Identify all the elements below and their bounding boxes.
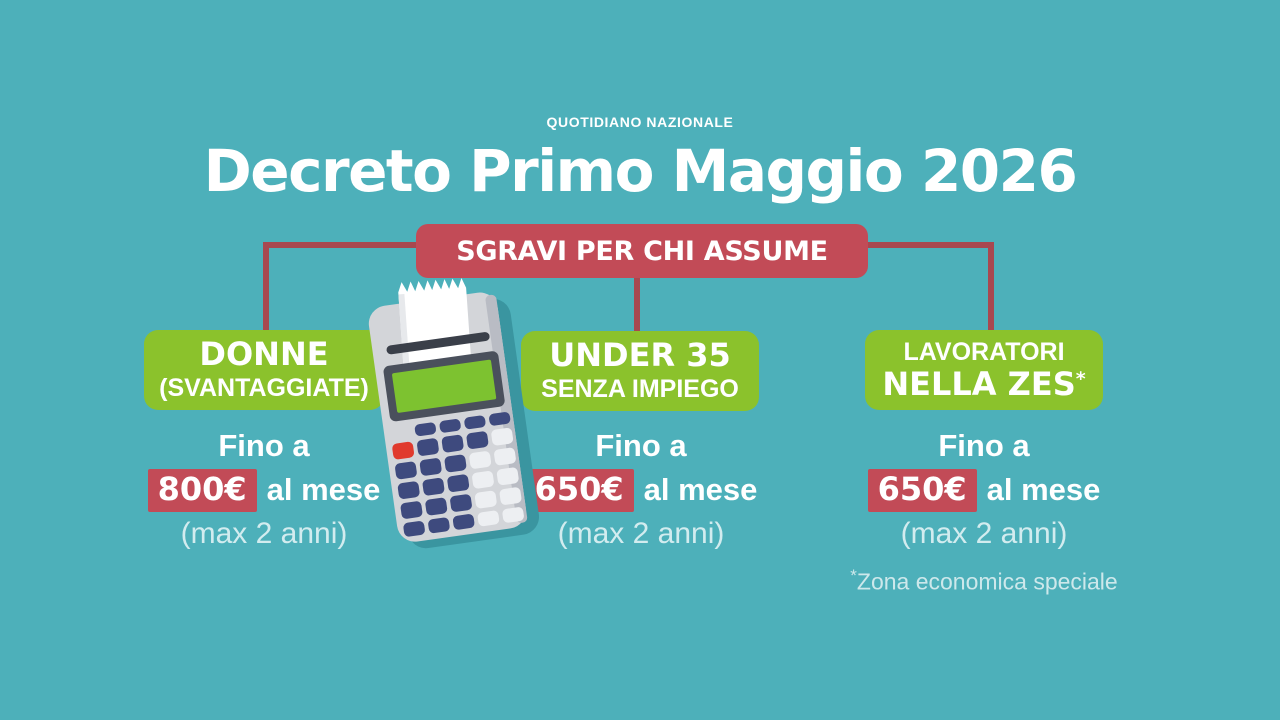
category-box-zes: LAVORATORI NELLA ZES* — [865, 330, 1103, 410]
category-donne-subtitle: (SVANTAGGIATE) — [159, 373, 369, 402]
connector-right-vertical — [988, 242, 994, 334]
amount-chip: 650€ — [867, 468, 977, 512]
category-zes-subtitle: LAVORATORI — [903, 338, 1065, 367]
benefit-amount-row: 800€ al mese — [94, 468, 434, 512]
calculator-front — [383, 332, 524, 537]
amount-suffix: al mese — [643, 472, 758, 508]
benefit-duration: (max 2 anni) — [180, 516, 348, 550]
receipt-calculator-illustration — [368, 277, 540, 549]
benefit-zes: Fino a 650€ al mese (max 2 anni) *Zona e… — [814, 428, 1154, 595]
benefit-prefix: Fino a — [595, 428, 687, 463]
connector-left-vertical — [263, 242, 269, 334]
category-box-donne: DONNE (SVANTAGGIATE) — [144, 330, 384, 410]
category-under35-title: UNDER 35 — [549, 336, 731, 375]
brand-text: QUOTIDIANO NAZIONALE — [546, 114, 734, 130]
benefit-under35: Fino a 650€ al mese (max 2 anni) — [471, 428, 811, 551]
benefit-duration: (max 2 anni) — [557, 516, 725, 550]
benefit-amount-row: 650€ al mese — [471, 468, 811, 512]
paper-slot — [386, 332, 490, 355]
sgravi-banner: SGRAVI PER CHI ASSUME — [416, 224, 868, 278]
category-zes-title: NELLA ZES* — [882, 365, 1086, 404]
benefit-prefix: Fino a — [218, 428, 310, 463]
footnote-asterisk: * — [850, 565, 857, 585]
keypad — [392, 412, 524, 537]
sgravi-banner-label: SGRAVI PER CHI ASSUME — [456, 235, 828, 267]
benefit-donne: Fino a 800€ al mese (max 2 anni) — [94, 428, 434, 551]
amount-chip: 650€ — [524, 468, 634, 512]
amount-suffix: al mese — [266, 472, 381, 508]
display-screen — [392, 359, 497, 413]
connector-middle-vertical — [634, 272, 640, 334]
connector-left-horizontal — [263, 242, 421, 248]
connector-right-horizontal — [862, 242, 994, 248]
category-donne-title: DONNE — [199, 335, 329, 374]
category-box-under35: UNDER 35 SENZA IMPIEGO — [521, 331, 759, 411]
benefit-amount-row: 650€ al mese — [814, 468, 1154, 512]
zes-asterisk: * — [1075, 368, 1086, 391]
category-under35-subtitle: SENZA IMPIEGO — [541, 374, 739, 403]
page-title: Decreto Primo Maggio 2026 — [203, 137, 1078, 205]
amount-chip: 800€ — [147, 468, 257, 512]
benefit-duration: (max 2 anni) — [900, 516, 1068, 550]
amount-suffix: al mese — [986, 472, 1101, 508]
benefit-prefix: Fino a — [938, 428, 1030, 463]
zes-footnote: *Zona economica speciale — [850, 565, 1118, 595]
red-key — [392, 441, 415, 460]
